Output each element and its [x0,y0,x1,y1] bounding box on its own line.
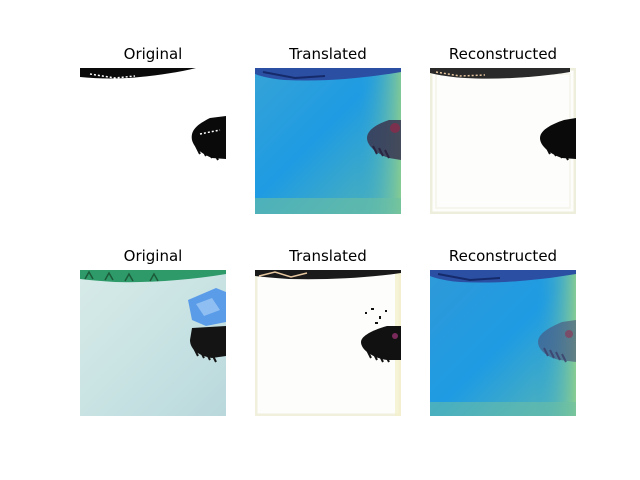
image-reconstructed-sketch [430,68,576,214]
image-original-sketch [80,68,226,214]
panel-r1-reconstructed-image [430,68,576,214]
panel-title-r2-translated: Translated [289,247,367,265]
panel-title-r2-original: Original [123,247,183,265]
panel-r2-translated-image [255,270,401,416]
panel-title-r1-original: Original [123,45,183,63]
panel-r1-translated-image [255,68,401,214]
image-translated-sketch [255,270,401,416]
panel-title-r1-reconstructed: Reconstructed [448,45,558,63]
panel-r2-reconstructed-image [430,270,576,416]
image-reconstructed-blue [430,270,576,416]
panel-r1-original-image [80,68,226,214]
panel-title-r2-reconstructed: Reconstructed [448,247,558,265]
panel-r2-original-image [80,270,226,416]
panel-title-r1-translated: Translated [289,45,367,63]
image-translated-blue [255,68,401,214]
image-original-photo [80,270,226,416]
